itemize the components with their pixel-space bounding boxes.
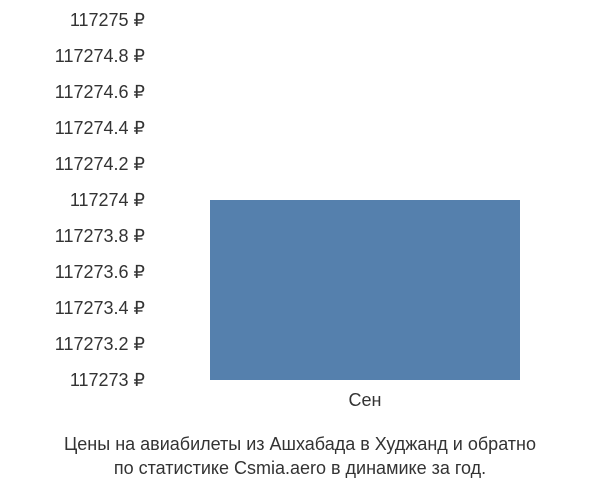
y-tick-label: 117273.8 ₽: [55, 227, 145, 245]
y-tick-label: 117273 ₽: [70, 371, 145, 389]
y-tick-label: 117274.2 ₽: [55, 155, 145, 173]
caption-line-1: Цены на авиабилеты из Ашхабада в Худжанд…: [0, 433, 600, 456]
x-axis: Сен: [155, 390, 575, 420]
price-chart: 117275 ₽117274.8 ₽117274.6 ₽117274.4 ₽11…: [0, 20, 600, 420]
y-tick-label: 117273.4 ₽: [55, 299, 145, 317]
caption-line-2: по статистике Csmia.aero в динамике за г…: [0, 457, 600, 480]
y-tick-label: 117274 ₽: [70, 191, 145, 209]
y-tick-label: 117273.6 ₽: [55, 263, 145, 281]
x-tick-label: Сен: [349, 390, 382, 411]
plot-area: [155, 20, 575, 380]
y-tick-label: 117273.2 ₽: [55, 335, 145, 353]
y-axis: 117275 ₽117274.8 ₽117274.6 ₽117274.4 ₽11…: [0, 20, 145, 380]
y-tick-label: 117275 ₽: [70, 11, 145, 29]
chart-caption: Цены на авиабилеты из Ашхабада в Худжанд…: [0, 433, 600, 480]
y-tick-label: 117274.4 ₽: [55, 119, 145, 137]
y-tick-label: 117274.8 ₽: [55, 47, 145, 65]
bar: [210, 200, 521, 380]
y-tick-label: 117274.6 ₽: [55, 83, 145, 101]
